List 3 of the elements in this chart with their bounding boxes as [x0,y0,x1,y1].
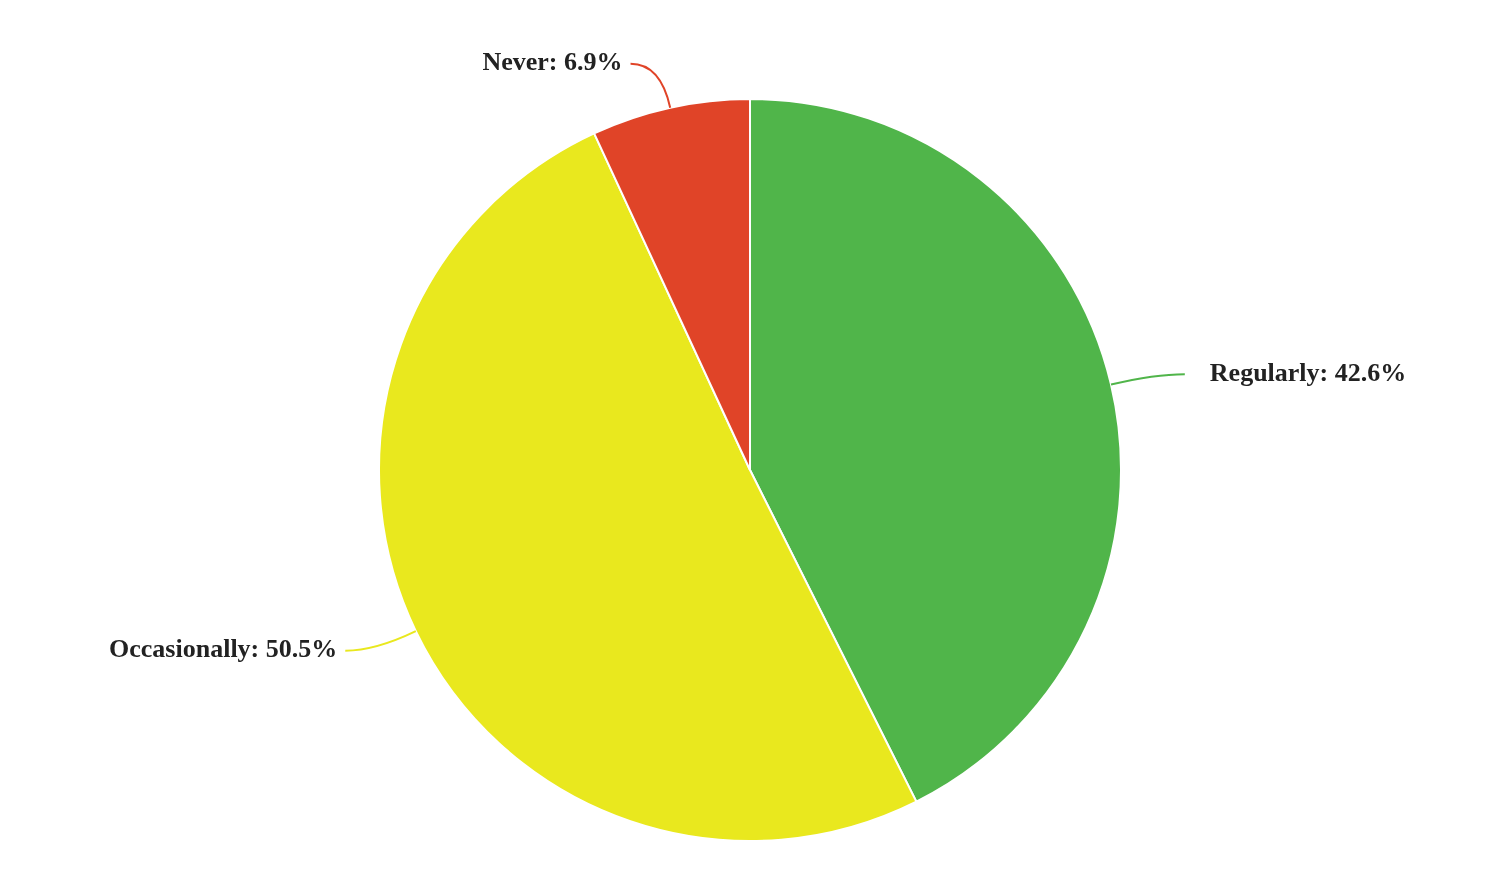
slice-label: Occasionally: 50.5% [109,634,338,664]
slice-label: Never: 6.9% [482,47,623,77]
slice-label: Regularly: 42.6% [1209,357,1407,387]
